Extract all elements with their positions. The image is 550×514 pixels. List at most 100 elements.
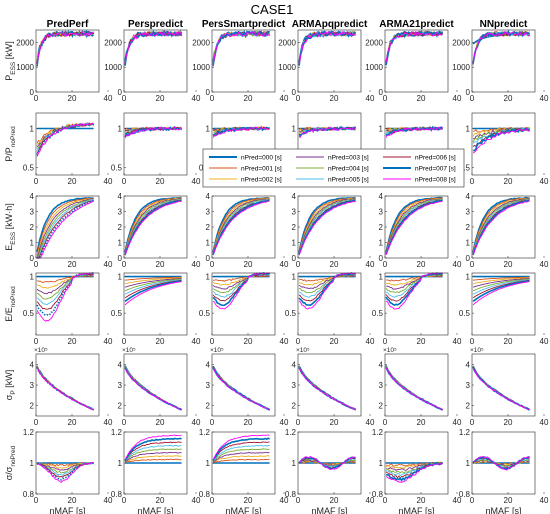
series-line-4 <box>37 273 94 300</box>
series-line-8 <box>124 200 182 256</box>
x-tick-label: 20 <box>156 418 165 427</box>
y-tick-label: 1 <box>118 273 123 282</box>
x-tick-label: 20 <box>330 496 339 505</box>
series-line-2 <box>125 277 182 285</box>
x-tick-label: 0 <box>470 337 475 346</box>
series-line-4 <box>212 448 270 462</box>
y-tick-label: 1.2 <box>111 428 123 437</box>
x-tick-label: 0 <box>34 496 39 505</box>
series-line-3 <box>124 278 182 288</box>
y-tick-label: 1 <box>292 125 297 134</box>
y-tick-label: 2 <box>292 223 297 232</box>
series-line-0 <box>385 365 443 411</box>
x-tick-label: 20 <box>68 260 77 269</box>
series-line-7 <box>124 367 183 411</box>
series-line-1 <box>212 458 270 464</box>
y-tick-label: 0.8 <box>111 490 123 499</box>
y-tick-label: 1000 <box>278 63 296 72</box>
series-line-1 <box>124 458 182 464</box>
y-tick-label: 3 <box>118 381 123 390</box>
subplot-r0-c1: 0 1000 2000 0 20 40 <box>104 29 201 103</box>
x-tick-label: 0 <box>122 496 127 505</box>
series-line-8 <box>36 367 94 411</box>
y-tick-label: 3 <box>379 208 384 217</box>
x-tick-label: 40 <box>366 94 375 103</box>
subplot-r0-c2: 0 1000 2000 0 20 40 <box>192 29 289 103</box>
series-line-7 <box>298 367 357 411</box>
x-tick-label: 40 <box>453 496 462 505</box>
subplot-r5-c3: 0.8 1 1.2 0 20 40 nMAF [s] <box>285 428 375 514</box>
subplot-r5-c2: 0.8 1 1.2 0 20 40 nMAF [s] <box>199 428 289 514</box>
series-line-6 <box>385 367 443 411</box>
series-line-5 <box>472 279 530 295</box>
subplot-r3-c5: 0.5 1 0 20 40 <box>459 273 549 346</box>
series-line-4 <box>386 461 443 474</box>
x-tick-label: 0 <box>210 418 215 427</box>
subplot-r3-c3: 0.5 1 0 20 40 <box>285 272 375 346</box>
subplot-r3-c4: 0.5 1 0 20 40 <box>372 272 462 346</box>
series-line-0 <box>298 196 356 253</box>
y-tick-label: 1 <box>30 459 35 468</box>
series-line-8 <box>472 367 530 410</box>
x-tick-label: 0 <box>210 94 215 103</box>
y-axis-title-0: PESS [kW] <box>4 41 17 81</box>
series-line-7 <box>124 280 182 302</box>
y-axis-title-3: E/EnoPred <box>4 286 17 322</box>
series-line-7 <box>124 437 182 461</box>
x-tick-label: 20 <box>504 496 513 505</box>
column-title-3: ARMApqpredict <box>292 19 368 30</box>
series-line-0 <box>36 365 95 411</box>
series-line-3 <box>472 197 530 254</box>
series-line-8 <box>385 30 443 63</box>
x-tick-label: 20 <box>156 260 165 269</box>
y-tick-label: 4 <box>466 192 471 201</box>
axes-frame <box>123 112 188 176</box>
x-tick-label: 20 <box>244 496 253 505</box>
subplot-r3-c1: 0.5 1 0 20 40 <box>111 273 201 346</box>
x-tick-label: 40 <box>540 496 549 505</box>
y-tick-label: 0.5 <box>285 309 297 318</box>
y-exponent: ×10⁵ <box>122 347 136 354</box>
subplot-r1-c5: 0.5 1 0 20 40 <box>459 112 549 186</box>
x-tick-label: 0 <box>383 260 388 269</box>
series-line-2 <box>298 366 356 410</box>
series-line-5 <box>385 198 443 255</box>
y-tick-label: 2 <box>206 402 211 411</box>
x-tick-label: 40 <box>104 260 113 269</box>
y-tick-label: 1 <box>118 125 123 134</box>
series-line-3 <box>385 366 443 410</box>
y-tick-label: 0.5 <box>111 309 123 318</box>
y-tick-label: 2 <box>379 402 384 411</box>
series-line-8 <box>124 434 182 461</box>
y-tick-label: 2 <box>118 402 123 411</box>
series-line-1 <box>36 365 94 410</box>
y-tick-label: 1000 <box>365 63 383 72</box>
series-line-3 <box>124 451 182 463</box>
x-tick-label: 0 <box>383 94 388 103</box>
y-tick-label: 3 <box>292 208 297 217</box>
axes-frame <box>384 29 449 93</box>
x-tick-label: 40 <box>453 260 462 269</box>
x-tick-label: 40 <box>366 418 375 427</box>
y-tick-label: 0.5 <box>372 309 384 318</box>
legend-label-6: nPred=006 [s] <box>415 155 456 162</box>
series-line-5 <box>212 366 270 411</box>
series-line-8 <box>472 200 530 256</box>
legend-label-2: nPred=002 [s] <box>241 177 282 184</box>
subplot-r5-c5: 0.8 1 1.2 0 20 40 nMAF [s] <box>459 428 549 514</box>
y-tick-label: 0 <box>292 254 297 263</box>
subplot-r1-c0: 0.5 1 0 20 40 <box>23 112 113 186</box>
axes-frame <box>123 272 188 336</box>
y-tick-label: 2 <box>466 402 471 411</box>
series-line-0 <box>124 196 182 253</box>
x-tick-label: 20 <box>504 177 513 186</box>
x-tick-label: 0 <box>122 418 127 427</box>
series-line-1 <box>472 365 530 410</box>
series-line-2 <box>36 198 94 257</box>
y-tick-label: 2 <box>292 402 297 411</box>
y-tick-label: 4 <box>118 192 123 201</box>
y-tick-label: 1 <box>292 459 297 468</box>
series-line-3 <box>298 197 356 254</box>
